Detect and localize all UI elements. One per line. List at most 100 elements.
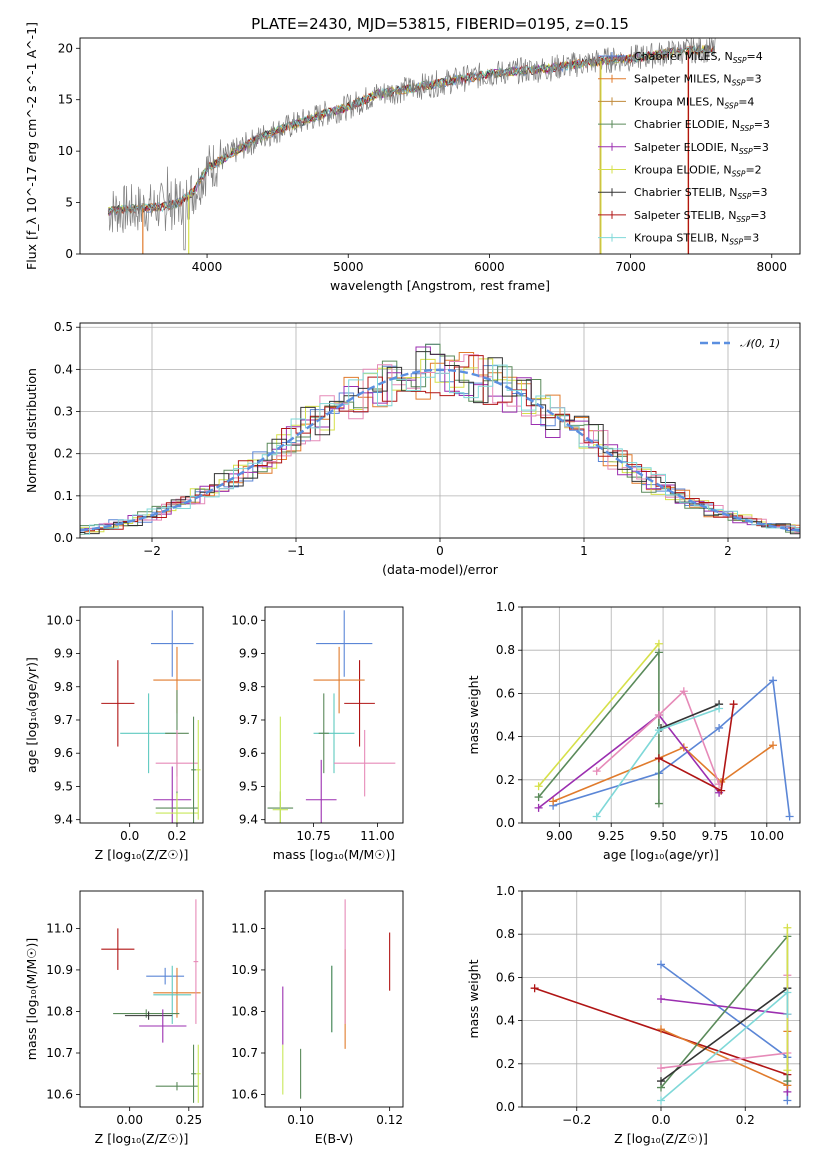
errorbar-point bbox=[153, 965, 192, 1024]
z_mass-frame bbox=[79, 890, 204, 1108]
z_mass-xtick-label: 0.25 bbox=[175, 1113, 202, 1127]
errorbar-point bbox=[318, 693, 329, 774]
errorbar-point bbox=[155, 1082, 199, 1091]
spectrum-legend: Chabrier MILES, NSSP=4 Salpeter MILES, N S… bbox=[598, 50, 770, 247]
errorbar-point bbox=[195, 719, 201, 820]
weight-marker bbox=[715, 723, 724, 732]
spectrum-xtick-label: 5000 bbox=[333, 260, 364, 274]
legend-text: Salpeter ELODIE, N bbox=[634, 141, 739, 154]
errorbar-point bbox=[153, 766, 192, 823]
weight-marker bbox=[717, 786, 726, 795]
errorbar-point bbox=[101, 660, 135, 747]
z_weight-xtick-label: 0.2 bbox=[736, 1113, 755, 1127]
ebv_mass-plot-area bbox=[282, 899, 391, 1099]
age_weight-xtick-label: 9.25 bbox=[598, 829, 625, 843]
legend-suffix: =3 bbox=[751, 186, 767, 199]
z_weight-ytick-label: 0.8 bbox=[496, 927, 515, 941]
spectrum-xtick-label: 6000 bbox=[474, 260, 505, 274]
data-spectrum-line bbox=[107, 38, 716, 251]
z_weight-ytick-label: 0.6 bbox=[496, 970, 515, 984]
legend-label: Chabrier STELIB, NSSP=3 bbox=[634, 186, 768, 201]
mass_age-ytick-label: 9.6 bbox=[239, 746, 258, 760]
z_weight-ytick-label: 0.2 bbox=[496, 1057, 515, 1071]
weight-marker bbox=[783, 923, 792, 932]
age_weight-xtick-label: 9.00 bbox=[546, 829, 573, 843]
histogram-steps bbox=[80, 343, 800, 536]
legend-normal-label: 𝒩(0, 1) bbox=[740, 337, 780, 350]
mass_age-axes: 10.75 11.00 9.4 9.5 9.6 9.7 9.8 9.9 10.0 mass [lo… bbox=[231, 606, 404, 862]
age_weight-ytick-label: 0.8 bbox=[496, 643, 515, 657]
legend-suffix: =3 bbox=[753, 141, 769, 154]
residuals-xlabel: (data-model)/error bbox=[382, 562, 499, 577]
z_age-ytick-label: 9.8 bbox=[54, 680, 73, 694]
z_weight-xtick-label: 0.0 bbox=[651, 1113, 670, 1127]
legend-text: Salpeter MILES, N bbox=[634, 73, 732, 86]
legend-label: Kroupa MILES, NSSP=4 bbox=[634, 95, 754, 110]
z_weight-ytick-label: 0.4 bbox=[496, 1014, 515, 1028]
mass_age-xlabel: mass [log₁₀(M/M☉)] bbox=[273, 847, 395, 862]
z_weight-frame bbox=[521, 890, 801, 1108]
z_weight-ylabel: mass weight bbox=[466, 959, 481, 1038]
errorbar-point bbox=[313, 646, 365, 714]
weight-marker bbox=[729, 700, 738, 709]
ebv_mass-xtick-label: 0.10 bbox=[287, 1113, 314, 1127]
weight-marker bbox=[783, 1096, 792, 1105]
legend-suffix: =2 bbox=[745, 164, 761, 177]
z_weight-lines bbox=[530, 923, 792, 1105]
weight-marker bbox=[783, 1077, 792, 1086]
weight-line-salpeter-miles bbox=[660, 1028, 789, 1087]
mass_age-xtick-label: 11.00 bbox=[360, 829, 394, 843]
ebv_mass-xtick-label: 0.12 bbox=[376, 1113, 403, 1127]
mass_age-ytick-label: 10.0 bbox=[231, 613, 258, 627]
mass_age-plot-area bbox=[267, 610, 396, 823]
z_mass-panel: 0.00 0.25 10.6 10.7 10.8 10.9 11.0 Z [log₁₀(Z/Z… bbox=[24, 890, 204, 1146]
ebv_mass-frame bbox=[264, 890, 404, 1108]
age_weight-panel: 9.00 9.25 9.50 9.75 10.00 0.0 0.2 0.4 0.6 0.8 1.0 a… bbox=[466, 600, 801, 862]
legend-suffix: =3 bbox=[743, 232, 759, 245]
z_age-ylabel: age [log₁₀(age/yr)] bbox=[24, 657, 39, 773]
spectrum-xtick-label: 4000 bbox=[192, 260, 223, 274]
ebv_mass-axes: 0.10 0.12 10.6 10.7 10.8 10.9 11.0 E(B-V) bbox=[231, 890, 404, 1146]
legend-label: Chabrier MILES, NSSP=4 bbox=[634, 50, 763, 65]
legend-subscript: SSP bbox=[740, 124, 754, 133]
age_weight-ytick-label: 1.0 bbox=[496, 600, 515, 614]
residuals-ytick-label: 0.0 bbox=[54, 531, 73, 545]
spectrum-xtick-label: 7000 bbox=[615, 260, 646, 274]
age_weight-axes: 9.00 9.25 9.50 9.75 10.00 0.0 0.2 0.4 0.6 0.8 1.0 a… bbox=[466, 600, 801, 862]
z_age-ytick-label: 9.7 bbox=[54, 713, 73, 727]
age_weight-ytick-label: 0.2 bbox=[496, 773, 515, 787]
z_age-axes: 0.0 0.2 9.4 9.5 9.6 9.7 9.8 9.9 10.0 Z [log₁₀(Z/Z… bbox=[24, 606, 204, 862]
age_weight-plot-area bbox=[534, 639, 794, 821]
residuals-ytick-label: 0.5 bbox=[54, 320, 73, 334]
weight-line-chabrier-stelib bbox=[660, 703, 720, 729]
ebv_mass-panel: 0.10 0.12 10.6 10.7 10.8 10.9 11.0 E(B-V) bbox=[231, 890, 404, 1146]
legend-subscript: SSP bbox=[724, 101, 738, 110]
normal-curve bbox=[80, 368, 800, 532]
residuals-xtick-label: −2 bbox=[143, 544, 161, 558]
legend-text: Kroupa ELODIE, N bbox=[634, 164, 732, 177]
z_age-xlabel: Z [log₁₀(Z/Z☉)] bbox=[95, 847, 189, 862]
spectrum-ylabel: Flux [f_λ 10^-17 erg cm^-2 s^-1 A^-1] bbox=[24, 22, 39, 270]
ebv_mass-ytick-label: 11.0 bbox=[231, 921, 258, 935]
spectrum-ytick-label: 20 bbox=[58, 41, 73, 55]
age_weight-ylabel: mass weight bbox=[466, 675, 481, 754]
legend-subscript: SSP bbox=[739, 147, 753, 156]
ebv_mass-ytick-label: 10.6 bbox=[231, 1088, 258, 1102]
spectrum-xtick-label: 8000 bbox=[756, 260, 787, 274]
weight-marker bbox=[654, 711, 663, 719]
legend-text: Salpeter STELIB, N bbox=[634, 209, 736, 222]
legend-label: Chabrier ELODIE, NSSP=3 bbox=[634, 118, 770, 133]
legend-suffix: =3 bbox=[754, 118, 770, 131]
residuals-panel: 𝒩(0, 1) −2 −1 0 1 2 0.0 0.1 0.2 0.3 0.4 0.5 (data-mo… bbox=[24, 320, 801, 577]
z_mass-ytick-label: 10.6 bbox=[46, 1088, 73, 1102]
legend-suffix: =3 bbox=[750, 209, 766, 222]
residuals-ytick-label: 0.4 bbox=[54, 362, 73, 376]
age_weight-xtick-label: 9.50 bbox=[650, 829, 677, 843]
weight-line-chabrier-stelib bbox=[660, 987, 788, 1082]
residuals-xtick-label: 1 bbox=[580, 544, 588, 558]
weight-marker bbox=[715, 704, 724, 713]
errorbar-point bbox=[193, 899, 199, 1024]
weight-marker bbox=[592, 812, 601, 821]
ebv_mass-ytick-label: 10.7 bbox=[231, 1046, 258, 1060]
